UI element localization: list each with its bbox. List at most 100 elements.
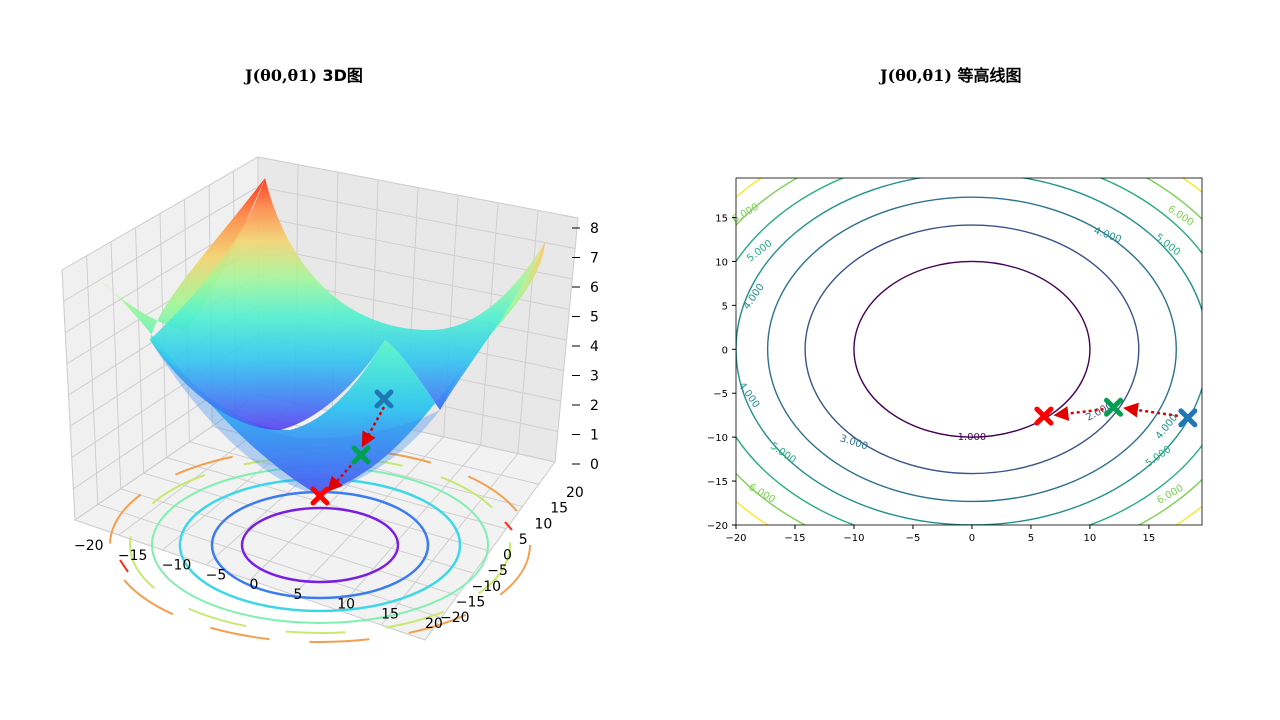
x-tick-label: 20 [425,616,443,632]
contour-label: 4.000 [741,282,766,312]
end-marker [310,486,330,506]
surface [100,178,545,495]
grid-line [63,186,259,302]
x-tick-label: 5 [293,587,302,603]
x-tick-label: −10 [162,558,192,574]
y-tick-label: 15 [715,214,728,225]
x-tick-label: −15 [118,548,148,564]
x-tick-label: −20 [74,538,104,554]
y-tick-label: −5 [487,563,508,579]
step-marker-shape [1104,397,1124,417]
x-tick-label: 15 [381,606,399,622]
x-tick-label: −10 [843,533,864,544]
y-tick-label: 5 [722,301,728,312]
contour-title-formula: J(θ0,θ1) [880,66,952,85]
start-marker-shape [374,389,394,409]
contour-label: 5.000 [1144,444,1174,469]
y-tick-label: −20 [707,521,728,532]
x-tick-label: −5 [206,567,227,583]
grid-line [257,186,576,249]
x-tick-label: 0 [969,533,975,544]
end-marker [1034,406,1054,426]
x-tick-label: 0 [250,577,259,593]
surface-chart-title: J(θ0,θ1) 3D图 [245,62,363,86]
x-tick-label: 10 [1084,533,1097,544]
grid-line [61,156,259,271]
surface-title-formula: J(θ0,θ1) [245,66,317,85]
grid-line [380,453,519,626]
contour-label: 6.000 [747,482,777,506]
y-tick-label: −10 [707,433,728,444]
end-marker-shape [1034,406,1054,426]
contour-line-7 [736,178,1202,525]
floor-contour [129,456,511,634]
y-tick-label: 10 [715,257,728,268]
descent-path-2d [1034,397,1198,428]
x-tick-label: 15 [1143,533,1156,544]
contour-label: 4.000 [1092,226,1123,246]
step-marker-shape [351,445,371,465]
start-marker-shape [1178,408,1198,428]
grid-line [337,444,482,611]
z-tick-label: 7 [590,251,599,267]
contour-label: 1.000 [958,432,987,443]
path-arrow [1053,406,1104,422]
grid-line [189,441,507,530]
y-tick-label: −5 [713,389,728,400]
contour-line-3 [766,196,1177,503]
surface-back-face [150,178,545,430]
floor-contour [240,506,400,584]
z-tick-label: 1 [590,428,599,444]
axis-ticks-2d: −20−20 −15 −15 −10 −10 −5 −5 0 0 5 5 10 10 15 15 [707,214,1155,544]
floor-contour-edge [504,521,513,531]
y-tick-label: −10 [472,579,502,595]
contour-label: 6.000 [731,202,761,226]
z-tick-label: 6 [590,280,599,296]
path-arrow [361,406,386,448]
contour-label: 5.000 [768,441,798,466]
grid-line [424,461,556,641]
y-tick-label: 0 [503,548,512,564]
x-tick-label: 5 [1028,533,1034,544]
y-tick-label: 20 [566,485,584,501]
y-tick-label: 5 [519,532,528,548]
y-tick-label: 15 [550,501,568,517]
contour-line-5 [736,178,1202,525]
step-marker [1104,397,1124,417]
contour-label: 5.000 [1153,232,1182,258]
plot-frame [735,177,1203,526]
start-marker [1178,408,1198,428]
contour-lines [736,178,1202,525]
surface-body [100,178,545,495]
grid-line [257,156,579,219]
contour-label: 6.000 [1165,204,1195,229]
path-arrow [1123,402,1179,418]
z-tick-label: 8 [590,221,599,237]
contour-label: 3.000 [839,433,870,452]
contour-chart-title: J(θ0,θ1) 等高线图 [880,62,1021,86]
contour-labels: 1.0002.0003.0004.0004.0004.0004.0005.000… [731,202,1196,507]
contour-chart: 1.0002.0003.0004.0004.0004.0004.0005.000… [707,177,1203,544]
descent-path-3d [310,389,394,506]
axis-ticks-3d: 012345678−20−15−10−505101520−20−15−10−50… [74,221,599,632]
z-tick-label: 2 [590,398,599,414]
path-arrow [327,460,356,492]
y-tick-label: −15 [456,594,486,610]
step-marker [351,445,371,465]
y-tick-label: −15 [707,477,728,488]
surface-shade [150,340,440,495]
z-tick-label: 4 [590,339,599,355]
z-tick-label: 5 [590,310,599,326]
contour-line-4 [736,178,1202,525]
z-tick-label: 3 [590,369,599,385]
y-tick-label: 0 [722,345,728,356]
x-tick-label: 10 [337,597,355,613]
start-marker [374,389,394,409]
y-tick-label: 10 [535,516,553,532]
end-marker-shape [310,486,330,506]
z-tick-label: 0 [590,457,599,473]
contour-title-suffix: 等高线图 [957,66,1022,85]
x-tick-label: −20 [725,533,746,544]
contour-label: 5.000 [745,238,774,264]
contour-line-2 [804,224,1140,475]
